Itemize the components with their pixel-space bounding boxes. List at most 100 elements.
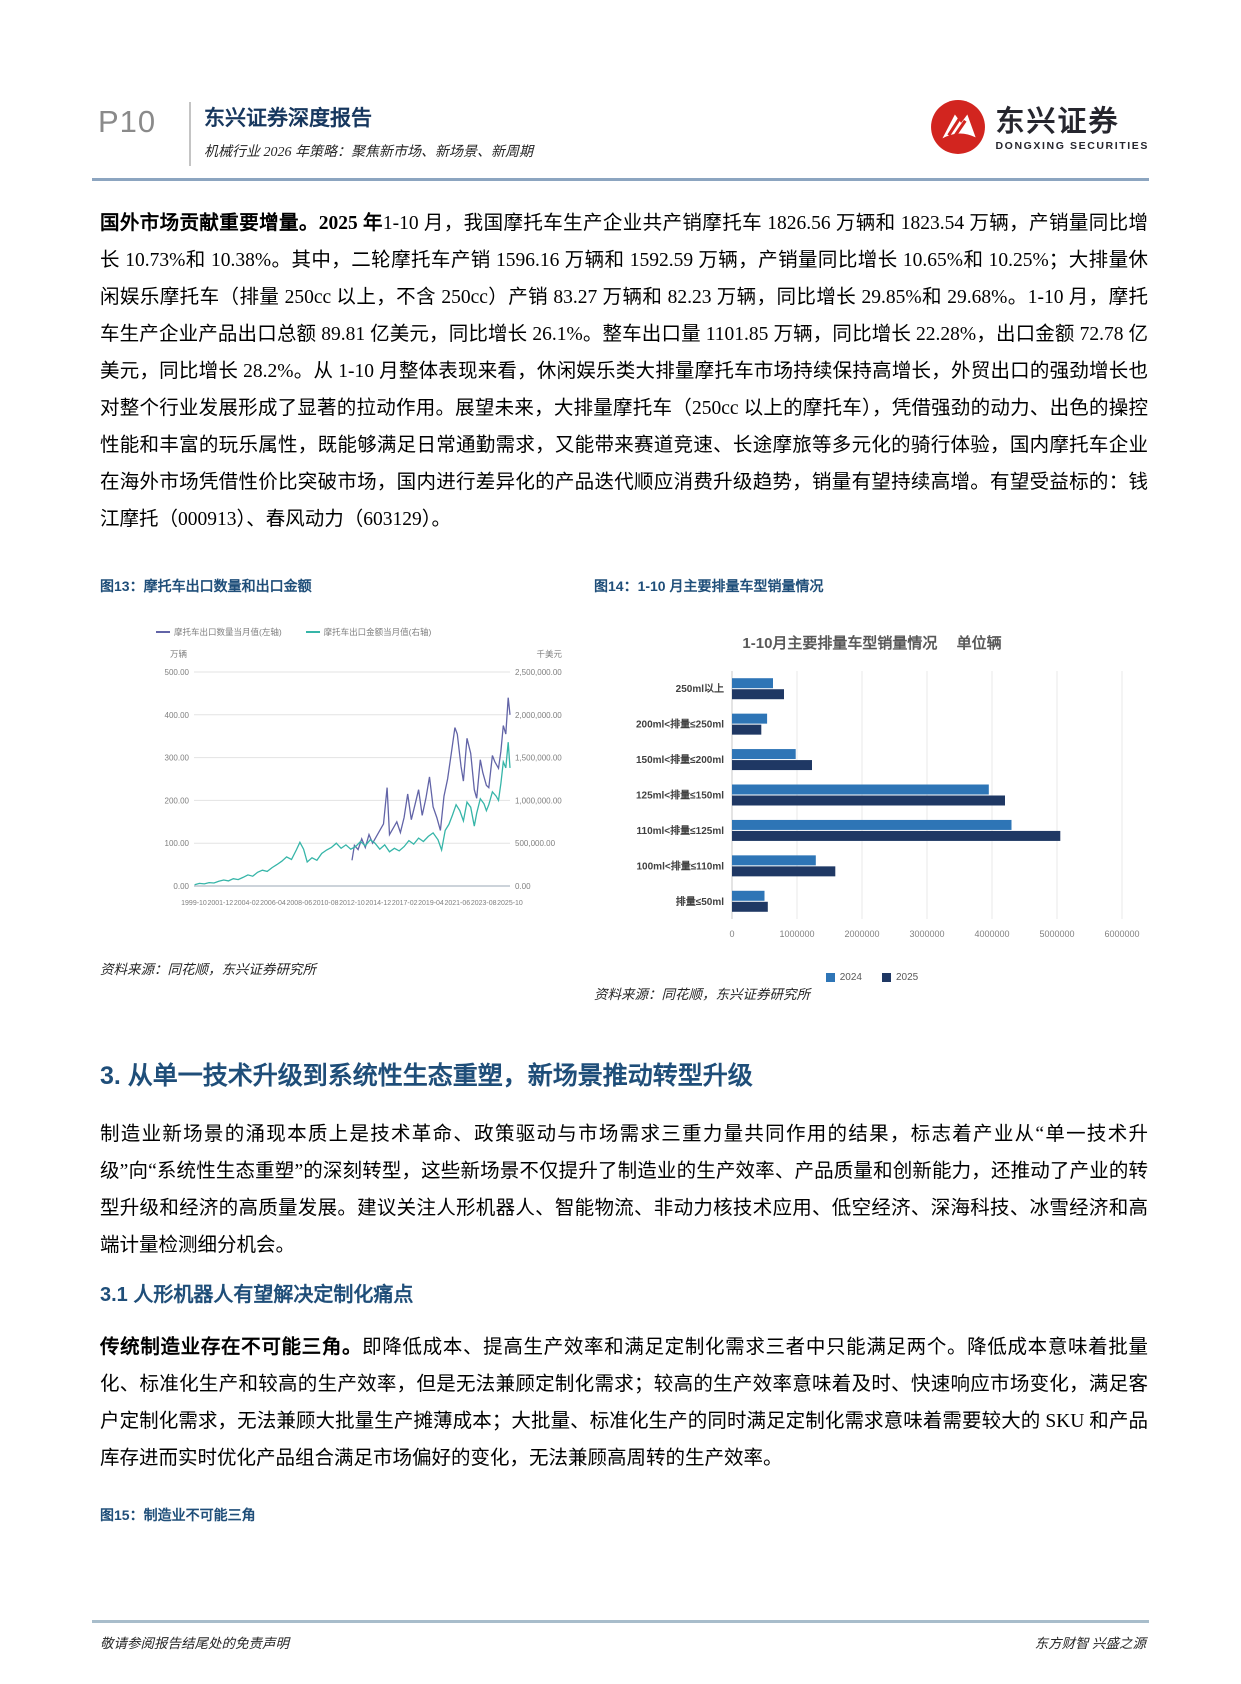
figures-row: 图13：摩托车出口数量和出口金额 摩托车出口数量当月值(左轴) 摩托车出口金额当… xyxy=(100,576,1150,1002)
category-label: 110ml<排量≤125ml xyxy=(637,824,725,837)
right-axis-unit: 千美元 xyxy=(536,649,562,659)
x-axis-tick-label: 2000000 xyxy=(844,929,879,939)
left-axis-unit: 万辆 xyxy=(170,649,188,659)
paragraph-body: 1-10 月，我国摩托车生产企业共产销摩托车 1826.56 万辆和 1823.… xyxy=(100,213,1148,530)
section-3-1-paragraph: 传统制造业存在不可能三角。即降低成本、提高生产效率和满足定制化需求三者中只能满足… xyxy=(100,1329,1148,1477)
right-axis-tick-label: 1,500,000.00 xyxy=(515,754,562,763)
paragraph2-lead-bold: 传统制造业存在不可能三角。 xyxy=(100,1337,363,1358)
legend-item-2024: 2024 xyxy=(825,972,862,983)
figure-13-source: 资料来源：同花顺，东兴证券研究所 xyxy=(100,962,316,977)
legend-label-2024: 2024 xyxy=(839,972,862,983)
category-label: 100ml<排量≤110ml xyxy=(637,859,725,872)
paragraph-lead-bold: 国外市场贡献重要增量。 xyxy=(100,213,319,234)
section-3: 3. 从单一技术升级到系统性生态重塑，新场景推动转型升级 制造业新场景的涌现本质… xyxy=(100,1056,1148,1525)
left-axis-tick-label: 0.00 xyxy=(173,882,189,891)
x-axis-tick-label: 2019-04 xyxy=(418,900,444,907)
legend-item-quantity: 摩托车出口数量当月值(左轴) xyxy=(156,626,282,638)
bar-2024 xyxy=(732,890,765,901)
legend-label-amount: 摩托车出口金额当月值(右轴) xyxy=(323,627,432,637)
x-axis-tick-label: 2014-12 xyxy=(365,900,391,907)
x-axis-tick-label: 1000000 xyxy=(779,929,814,939)
x-axis-tick-label: 2006-04 xyxy=(260,900,286,907)
left-axis-tick-label: 300.00 xyxy=(165,754,190,763)
figure-14-caption: 图14：1-10 月主要排量车型销量情况 xyxy=(594,578,824,594)
figure-13-caption: 图13：摩托车出口数量和出口金额 xyxy=(100,578,312,594)
x-axis-tick-label: 1999-10 xyxy=(181,900,207,907)
bar-2024 xyxy=(732,819,1012,830)
bar-chart-title: 1-10月主要排量车型销量情况 单位辆 xyxy=(742,635,1002,652)
left-axis-tick-label: 500.00 xyxy=(165,668,190,677)
legend-item-2025: 2025 xyxy=(882,972,918,983)
brand-name-en: DONGXING SECURITIES xyxy=(995,140,1149,152)
section-3-heading: 3. 从单一技术升级到系统性生态重塑，新场景推动转型升级 xyxy=(100,1062,753,1090)
legend-swatch-quantity xyxy=(156,631,170,633)
line-chart-svg: 0.00 0.00 100.00 500,000.00 200.00 1,000,000.… xyxy=(165,668,563,907)
bar-2025 xyxy=(732,901,768,912)
section-3-paragraph: 制造业新场景的涌现本质上是技术革命、政策驱动与市场需求三重力量共同作用的结果，标… xyxy=(100,1124,1148,1256)
right-axis-tick-label: 2,500,000.00 xyxy=(515,668,562,677)
bar-2024 xyxy=(732,855,816,866)
page-number: P10 xyxy=(98,104,157,139)
bar-2025 xyxy=(732,866,836,877)
x-axis-tick-label: 5000000 xyxy=(1039,929,1074,939)
bar-2024 xyxy=(732,713,768,724)
bar-2025 xyxy=(732,760,812,771)
left-axis-tick-label: 200.00 xyxy=(165,796,190,805)
figure-15-caption: 图15：制造业不可能三角 xyxy=(100,1507,256,1523)
intro-paragraph: 国外市场贡献重要增量。2025 年1-10 月，我国摩托车生产企业共产销摩托车 … xyxy=(100,205,1148,538)
x-axis-tick-label: 2004-02 xyxy=(234,900,260,907)
legend-swatch-amount xyxy=(305,631,320,633)
bar-chart-svg: 0 1000000 2000000 3000000 4000000 5000000 6000… xyxy=(636,671,1140,939)
x-axis-tick-label: 2012-10 xyxy=(339,900,365,907)
left-axis-tick-label: 100.00 xyxy=(165,839,190,848)
x-axis-tick-label: 2025-10 xyxy=(497,900,523,907)
x-axis-tick-label: 3000000 xyxy=(909,929,944,939)
left-axis-tick-label: 400.00 xyxy=(165,711,190,720)
footer-disclaimer: 敬请参阅报告结尾处的免责声明 xyxy=(100,1636,289,1651)
bar-2024 xyxy=(732,678,773,689)
x-axis-tick-label: 4000000 xyxy=(974,929,1009,939)
category-label: 200ml<排量≤250ml xyxy=(636,718,724,731)
figure-14-source: 资料来源：同花顺，东兴证券研究所 xyxy=(594,987,810,1002)
footer-rule xyxy=(92,1620,1149,1623)
brand-logo: 东兴证券 DONGXING SECURITIES xyxy=(930,99,1150,160)
paragraph-lead-bold-2: 2025 年 xyxy=(318,213,383,234)
report-subtitle: 机械行业 2026 年策略：聚焦新市场、新场景、新周期 xyxy=(204,145,533,160)
legend-label-quantity: 摩托车出口数量当月值(左轴) xyxy=(174,627,282,637)
legend-swatch-2025 xyxy=(882,973,891,982)
header-rule xyxy=(92,178,1149,181)
figure-13: 图13：摩托车出口数量和出口金额 摩托车出口数量当月值(左轴) 摩托车出口金额当… xyxy=(100,576,570,978)
right-axis-tick-label: 2,000,000.00 xyxy=(515,711,562,720)
section-3-1-heading: 3.1 人形机器人有望解决定制化痛点 xyxy=(100,1284,414,1306)
dongxing-logo-icon xyxy=(930,99,986,160)
line-chart-canvas: 0.00 0.00 100.00 500,000.00 200.00 1,000,000.… xyxy=(144,662,570,919)
series-line-1 xyxy=(194,742,511,886)
right-axis-tick-label: 500,000.00 xyxy=(515,839,556,848)
bar-2024 xyxy=(732,784,989,795)
bar-2025 xyxy=(732,689,784,700)
category-label: 150ml<排量≤200ml xyxy=(636,753,724,766)
header-divider xyxy=(189,102,191,166)
x-axis-tick-label: 0 xyxy=(729,929,734,939)
bar-2025 xyxy=(732,830,1061,841)
line-chart-legend: 摩托车出口数量当月值(左轴) 摩托车出口金额当月值(右轴) xyxy=(156,626,570,638)
x-axis-tick-label: 2010-08 xyxy=(313,900,339,907)
legend-swatch-2024 xyxy=(825,973,835,982)
legend-item-amount: 摩托车出口金额当月值(右轴) xyxy=(305,626,432,638)
bar-chart-legend: 2024 2025 xyxy=(594,972,1150,983)
x-axis-tick-label: 2008-06 xyxy=(286,900,312,907)
category-label: 250ml以上 xyxy=(676,682,724,695)
x-axis-tick-label: 2023-08 xyxy=(471,900,497,907)
series-line-0 xyxy=(351,697,511,861)
axis-units-row: 万辆 千美元 xyxy=(144,638,564,662)
line-chart: 摩托车出口数量当月值(左轴) 摩托车出口金额当月值(右轴) 万辆 千美元 0.0… xyxy=(144,626,570,919)
x-axis-tick-label: 6000000 xyxy=(1104,929,1139,939)
brand-name-cn: 东兴证券 xyxy=(995,106,1120,138)
right-axis-tick-label: 0.00 xyxy=(515,882,531,891)
report-type-title: 东兴证券深度报告 xyxy=(204,107,372,130)
category-label: 排量≤50ml xyxy=(676,895,725,908)
footer-slogan: 东方财智 兴盛之源 xyxy=(1034,1636,1146,1651)
x-axis-tick-label: 2021-06 xyxy=(444,900,470,907)
figure-14: 图14：1-10 月主要排量车型销量情况 1-10月主要排量车型销量情况 单位辆… xyxy=(594,576,1150,1002)
